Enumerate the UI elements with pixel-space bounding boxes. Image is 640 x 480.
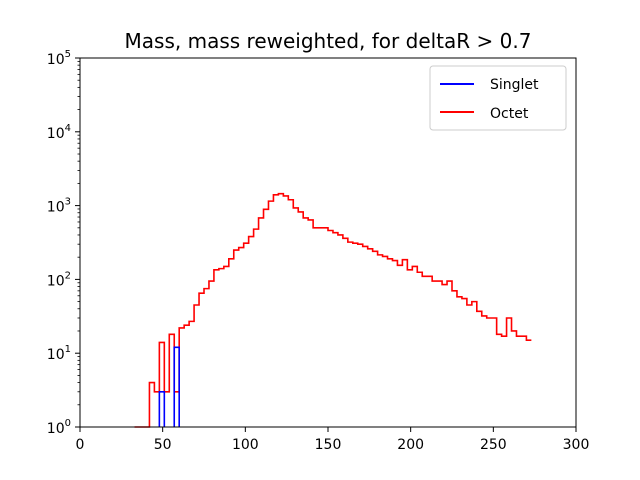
- chart-title: Mass, mass reweighted, for deltaR > 0.7: [125, 29, 532, 53]
- legend: Singlet Octet: [429, 65, 567, 131]
- y-tick-label: 100: [47, 418, 71, 437]
- tick-layer: 0 50 100 150 200 250 300 100 101 102 103 104 105: [47, 49, 590, 453]
- x-tick-label: 150: [315, 437, 342, 453]
- legend-label-octet: Octet: [490, 106, 529, 122]
- y-tick-label: 103: [47, 197, 71, 216]
- x-tick-label: 200: [397, 437, 424, 453]
- y-tick-label: 102: [47, 270, 71, 289]
- y-tick-label: 105: [47, 49, 71, 68]
- x-tick-label: 300: [563, 437, 590, 453]
- x-tick-label: 250: [480, 437, 507, 453]
- x-tick-label: 100: [232, 437, 259, 453]
- legend-box: [429, 65, 567, 131]
- series-singlet-bin-0: [158, 390, 166, 427]
- x-tick-label: 0: [76, 437, 85, 453]
- series-layer: [134, 192, 532, 428]
- y-tick-label: 104: [47, 123, 71, 142]
- x-tick-label: 50: [154, 437, 172, 453]
- legend-label-singlet: Singlet: [490, 77, 539, 93]
- series-octet-step: [134, 192, 532, 428]
- series-singlet-bin-1: [173, 346, 180, 427]
- y-tick-label: 101: [47, 344, 71, 363]
